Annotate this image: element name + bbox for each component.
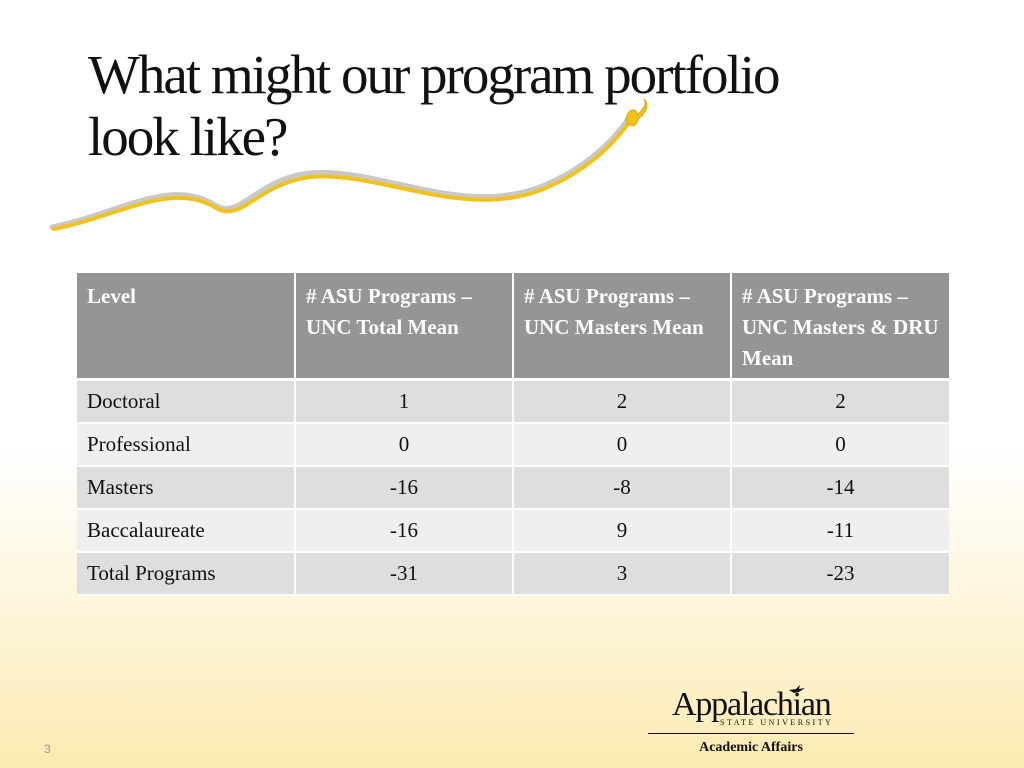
total-mean-cell: -16 <box>295 466 514 510</box>
total-mean-cell: 1 <box>295 379 514 424</box>
table-row: Professional 0 0 0 <box>77 423 949 467</box>
masters-dru-mean-cell: -11 <box>731 509 949 553</box>
logo-subtitle: STATE UNIVERSITY <box>720 718 834 727</box>
level-cell: Masters <box>77 466 296 510</box>
total-mean-cell: -31 <box>295 552 514 596</box>
total-mean-cell: 0 <box>295 423 514 467</box>
table-row: Masters -16 -8 -14 <box>77 466 949 510</box>
masters-dru-mean-cell: 0 <box>731 423 949 467</box>
masters-dru-mean-cell: 2 <box>731 379 949 424</box>
portfolio-table: Level # ASU Programs – UNC Total Mean # … <box>77 273 949 596</box>
slide-title: What might our program portfolio look li… <box>88 44 948 168</box>
table-row: Baccalaureate -16 9 -11 <box>77 509 949 553</box>
masters-dru-mean-cell: -14 <box>731 466 949 510</box>
level-cell: Total Programs <box>77 552 296 596</box>
slide-number: 3 <box>44 742 51 756</box>
header-unc-masters-mean: # ASU Programs – UNC Masters Mean <box>513 273 732 381</box>
masters-mean-cell: 0 <box>513 423 732 467</box>
level-cell: Doctoral <box>77 379 296 424</box>
table-row: Total Programs -31 3 -23 <box>77 552 949 596</box>
masters-mean-cell: 3 <box>513 552 732 596</box>
header-level: Level <box>77 273 296 381</box>
masters-mean-cell: -8 <box>513 466 732 510</box>
header-unc-masters-dru-mean: # ASU Programs – UNC Masters & DRU Mean <box>731 273 949 381</box>
level-cell: Baccalaureate <box>77 509 296 553</box>
table-header-row: Level # ASU Programs – UNC Total Mean # … <box>77 273 949 381</box>
slide-title-line-1: What might our program portfolio <box>88 44 781 105</box>
masters-mean-cell: 2 <box>513 379 732 424</box>
logo-divider <box>648 733 854 734</box>
header-unc-total-mean: # ASU Programs – UNC Total Mean <box>295 273 514 381</box>
masters-dru-mean-cell: -23 <box>731 552 949 596</box>
masters-mean-cell: 9 <box>513 509 732 553</box>
bird-icon <box>789 685 805 693</box>
university-logo: Appalachian STATE UNIVERSITY Academic Af… <box>648 682 854 762</box>
slide-title-line-2: look like? <box>88 106 288 167</box>
logo-department: Academic Affairs <box>699 740 803 755</box>
swoosh-bird-icon <box>49 98 648 231</box>
logo-name: Appalachian <box>672 686 832 723</box>
total-mean-cell: -16 <box>295 509 514 553</box>
level-cell: Professional <box>77 423 296 467</box>
table-row: Doctoral 1 2 2 <box>77 379 949 424</box>
